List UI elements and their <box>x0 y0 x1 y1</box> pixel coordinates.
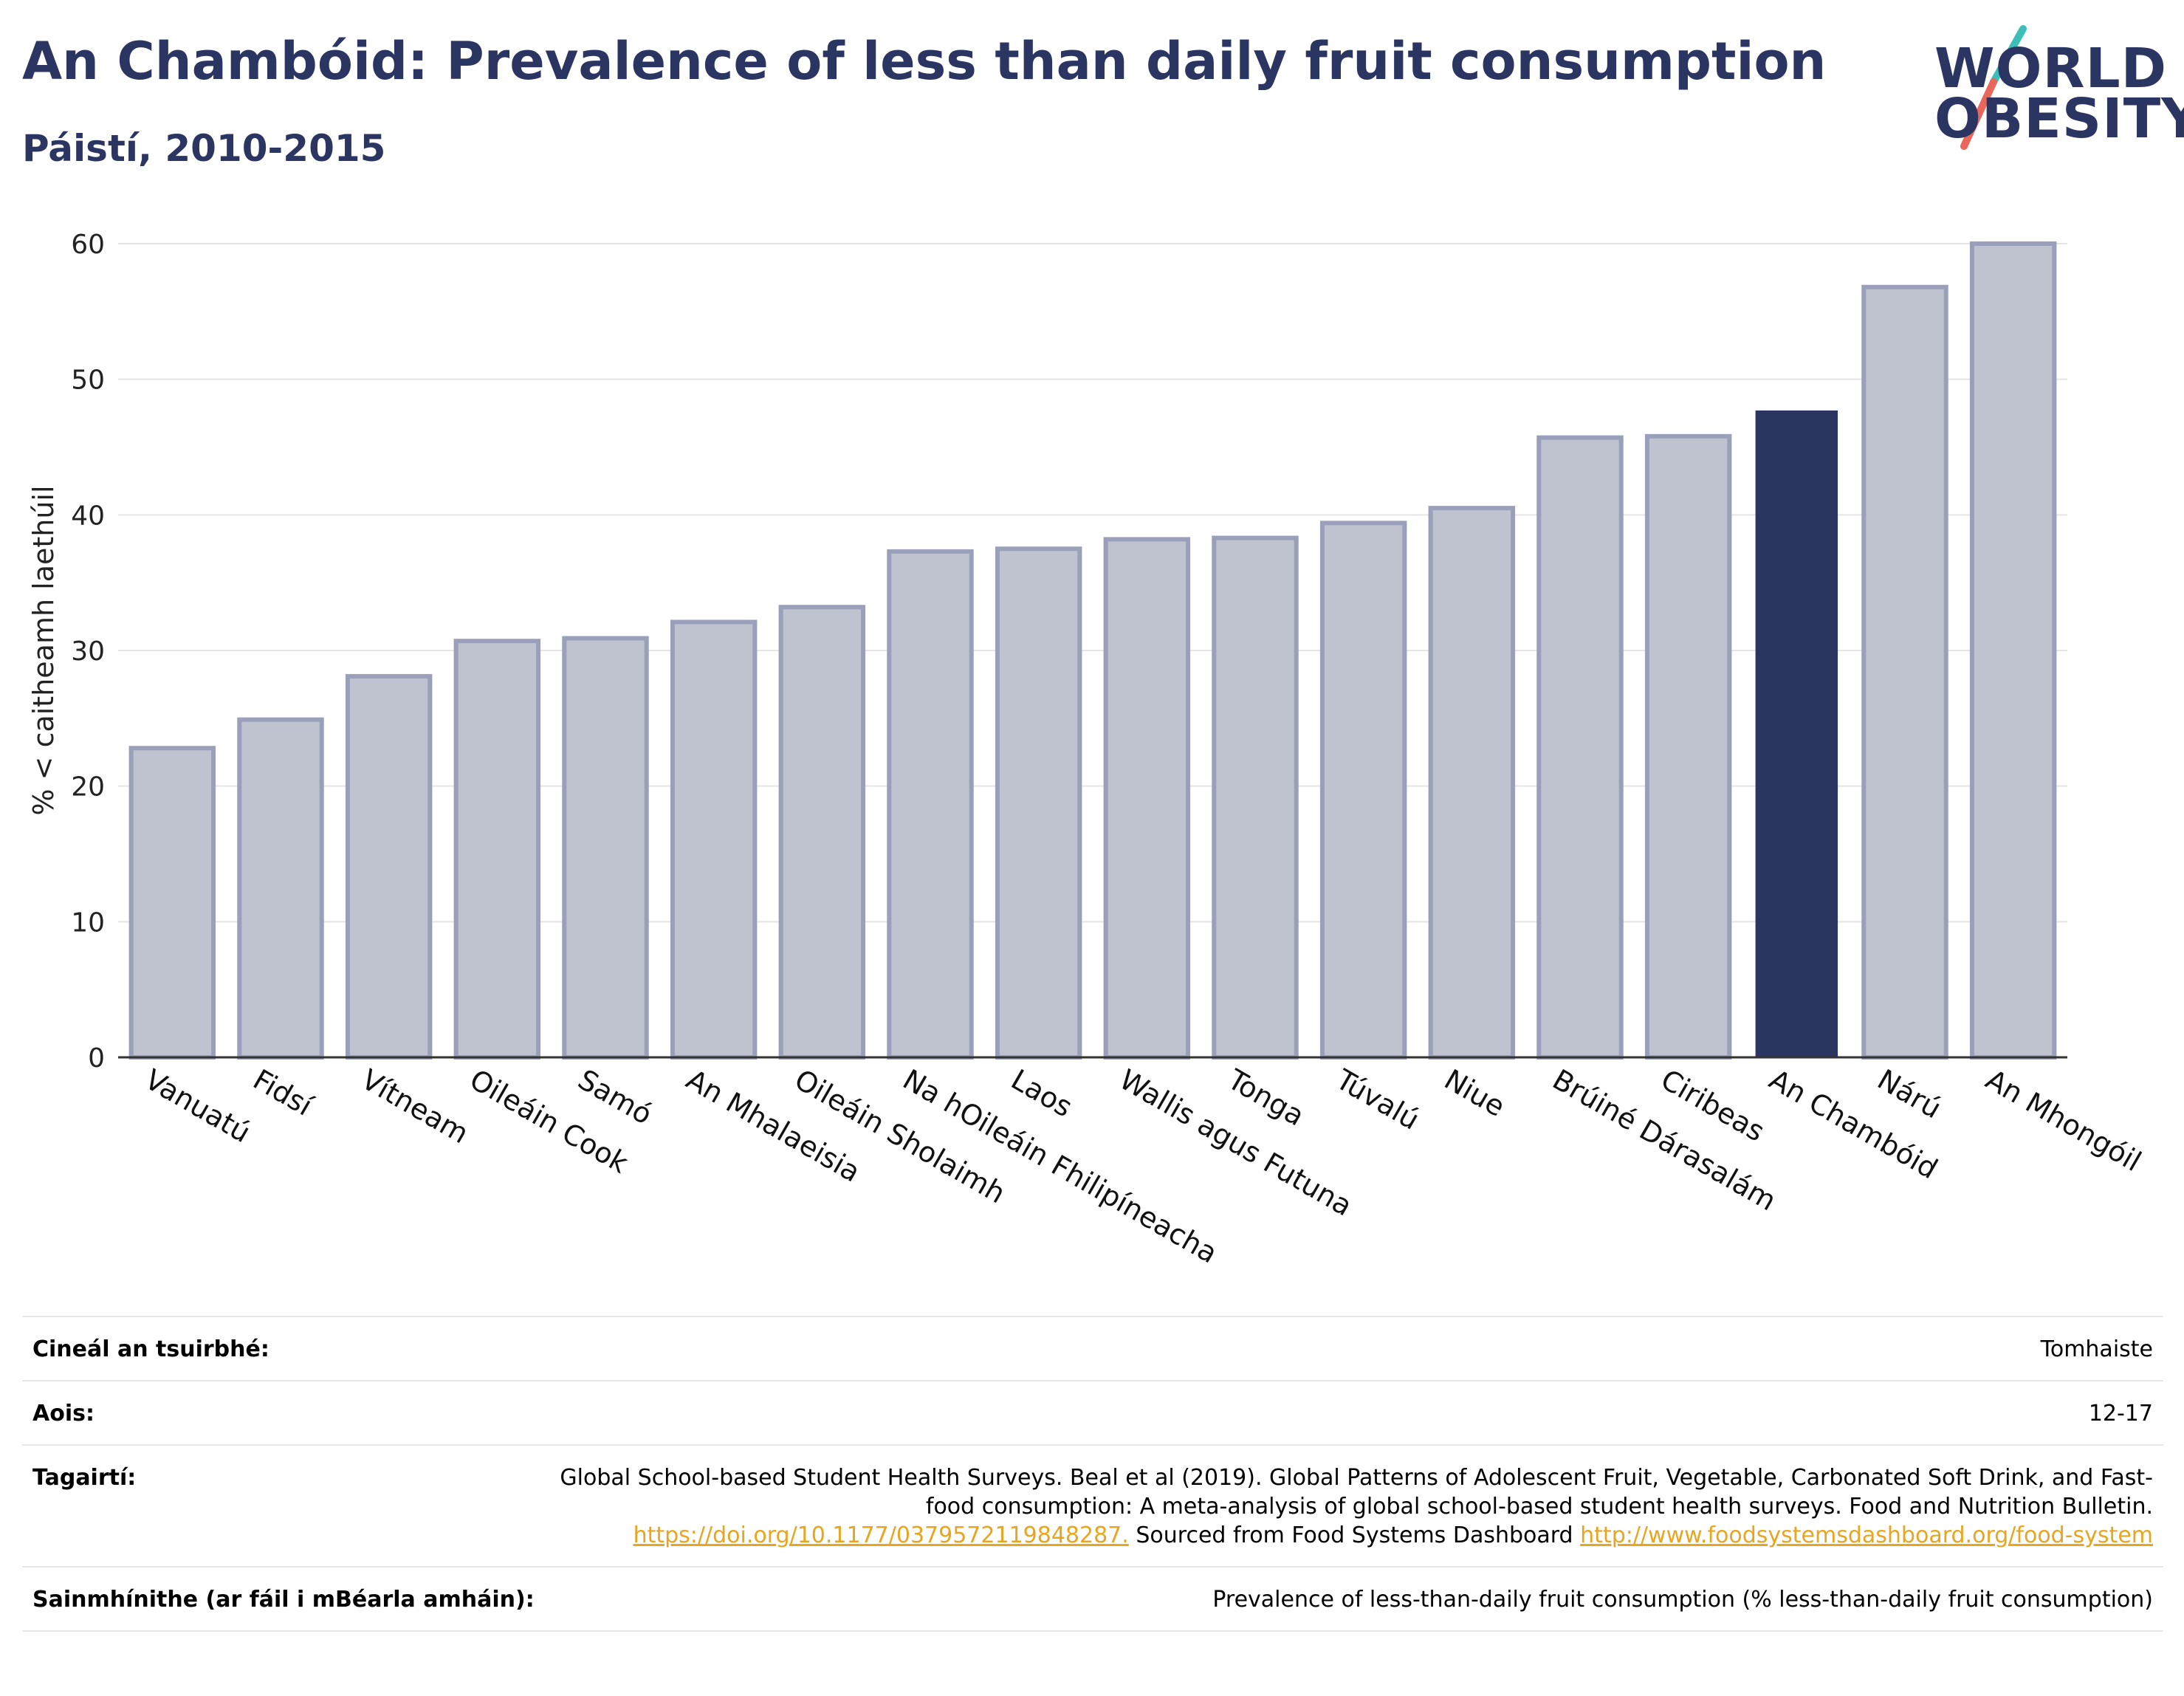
bar <box>453 639 541 1060</box>
logo-slash-icon <box>1960 25 2027 150</box>
bar <box>887 549 974 1060</box>
y-tick-label: 30 <box>71 636 105 667</box>
bar <box>1212 535 1299 1060</box>
page-title: An Chambóid: Prevalence of less than dai… <box>22 31 1827 92</box>
bar <box>778 605 866 1060</box>
bar <box>1536 435 1624 1060</box>
meta-row-age: Aois: 12-17 <box>22 1380 2163 1444</box>
bar <box>128 746 216 1060</box>
bar <box>995 546 1082 1060</box>
survey-type-value: Tomhaiste <box>2040 1336 2153 1362</box>
bar <box>1755 410 1838 1057</box>
x-tick-label: Laos <box>1006 1063 1078 1124</box>
age-label: Aois: <box>32 1401 95 1427</box>
references-value: Global School-based Student Health Surve… <box>536 1463 2153 1550</box>
y-tick-label: 10 <box>71 907 105 938</box>
meta-row-survey-type: Cineál an tsuirbhé: Tomhaiste <box>22 1316 2163 1380</box>
x-tick-label: An Mhongóil <box>1980 1063 2146 1178</box>
x-tick-label: Fidsí <box>248 1063 319 1123</box>
page-subtitle: Páistí, 2010-2015 <box>22 127 386 170</box>
x-tick-label: Samó <box>573 1063 658 1131</box>
food-systems-dashboard-link[interactable]: http://www.foodsystemsdashboard.org/food… <box>1580 1522 2153 1548</box>
bar <box>1103 537 1191 1060</box>
x-tick-label: Tonga <box>1222 1062 1310 1132</box>
y-tick-label: 60 <box>71 230 105 260</box>
survey-type-label: Cineál an tsuirbhé: <box>32 1336 269 1362</box>
bar <box>1428 506 1516 1060</box>
bar-chart: 0 10 20 30 40 50 60 % < caitheamh laethúil Vanua… <box>27 230 2147 1270</box>
y-tick-label: 50 <box>71 365 105 396</box>
x-tick-label: Túvalú <box>1330 1062 1424 1136</box>
bar <box>1319 521 1407 1060</box>
references-text: Global School-based Student Health Surve… <box>560 1465 2153 1520</box>
age-value: 12-17 <box>2088 1401 2153 1427</box>
x-tick-label: Vanuatú <box>140 1063 256 1149</box>
y-axis-title: % < caitheamh laethúil <box>27 485 60 815</box>
doi-link[interactable]: https://doi.org/10.1177/0379572119848287… <box>633 1522 1129 1548</box>
bar <box>237 717 324 1060</box>
logo-word-obesity: OBESITY <box>1934 87 2184 151</box>
world-obesity-logo[interactable]: WORLD OBESITY <box>1927 22 2184 162</box>
y-tick-label: 0 <box>88 1043 105 1074</box>
bar <box>562 636 649 1060</box>
bar <box>1644 433 1732 1060</box>
metadata-table: Cineál an tsuirbhé: Tomhaiste Aois: 12-1… <box>22 1316 2163 1632</box>
meta-row-definitions: Sainmhínithe (ar fáil i mBéarla amháin):… <box>22 1566 2163 1632</box>
bar <box>1861 284 1948 1060</box>
y-tick-label: 40 <box>71 501 105 531</box>
x-tick-label: Niue <box>1439 1063 1511 1123</box>
bar <box>670 619 758 1060</box>
definitions-label: Sainmhínithe (ar fáil i mBéarla amháin): <box>32 1587 535 1613</box>
bar <box>345 673 433 1060</box>
bar <box>1969 241 2057 1060</box>
x-tick-label: Vítneam <box>356 1063 474 1150</box>
meta-row-references: Tagairtí: Global School-based Student He… <box>22 1444 2163 1566</box>
x-tick-label: Nárú <box>1872 1063 1947 1125</box>
references-label: Tagairtí: <box>32 1465 137 1491</box>
logo-word-world: WORLD <box>1934 37 2168 100</box>
y-tick-label: 20 <box>71 772 105 803</box>
definitions-value: Prevalence of less-than-daily fruit cons… <box>1212 1587 2153 1613</box>
references-source-text: Sourced from Food Systems Dashboard <box>1136 1522 1573 1548</box>
